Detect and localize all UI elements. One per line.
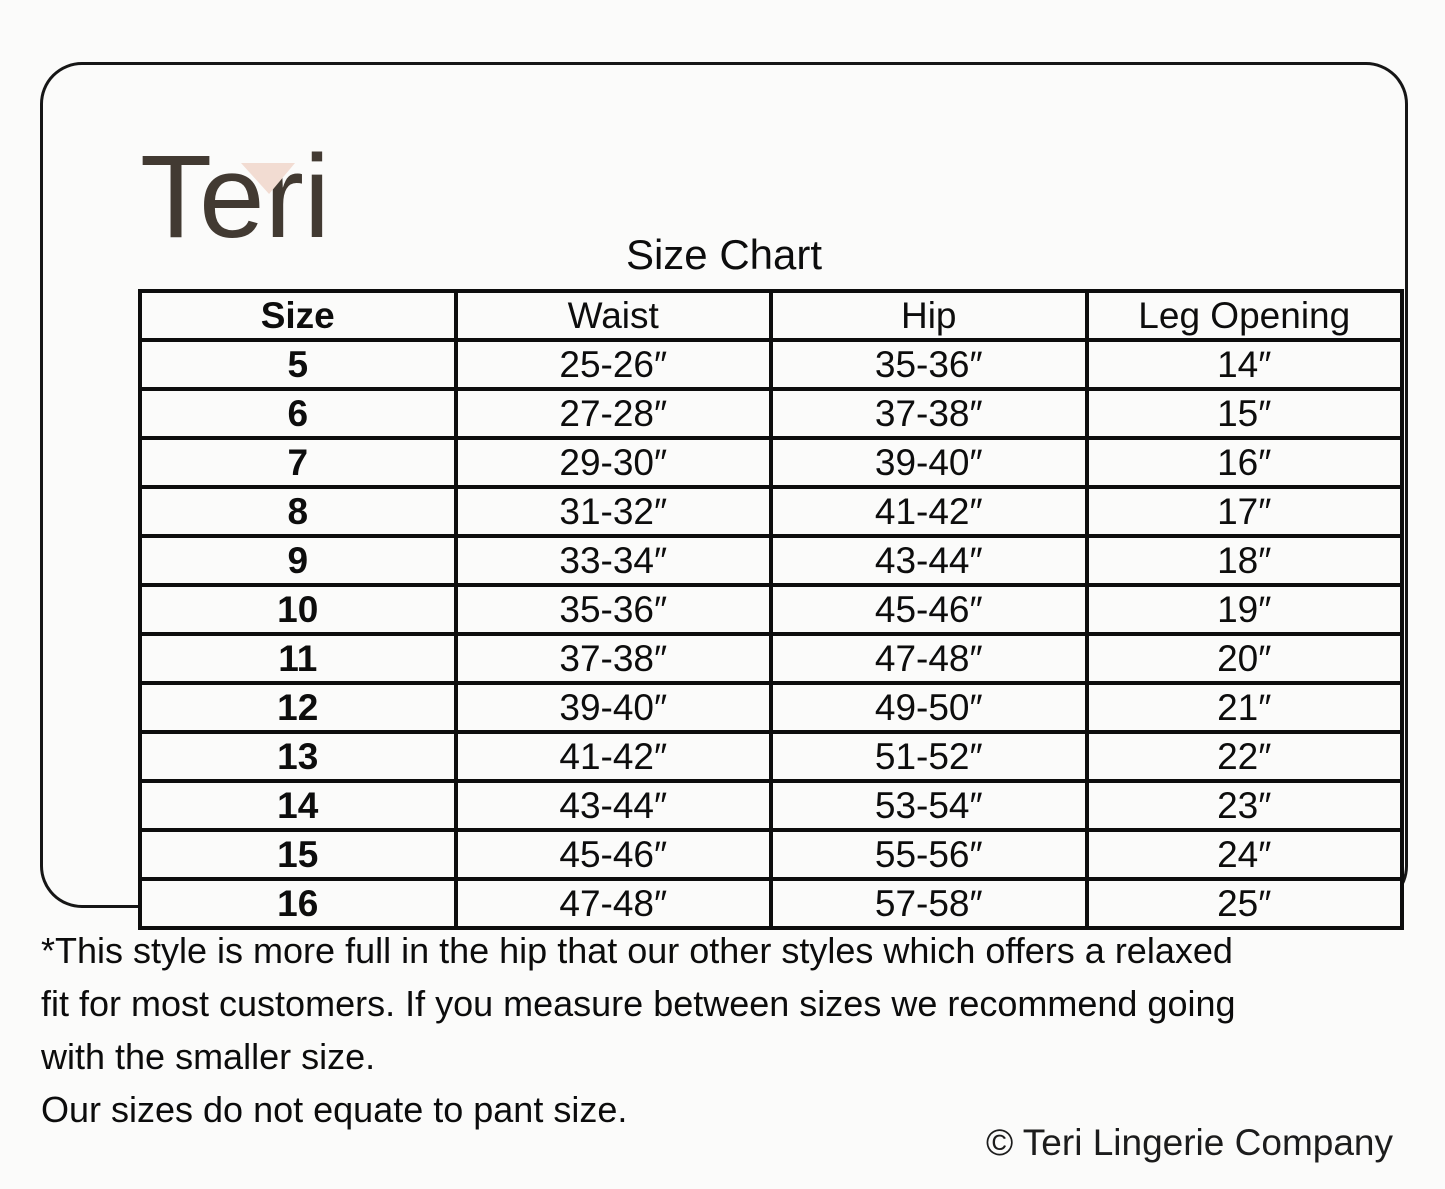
measurement-cell: 45-46″	[453, 828, 773, 881]
measurement-cell: 21″	[1084, 681, 1404, 734]
size-cell: 8	[138, 485, 458, 538]
measurement-cell: 43-44″	[453, 779, 773, 832]
size-cell: 13	[138, 730, 458, 783]
table-row: 12 39-40″ 49-50″ 21″	[138, 681, 1404, 734]
size-cell: 10	[138, 583, 458, 636]
measurement-cell: 53-54″	[769, 779, 1089, 832]
size-cell: 14	[138, 779, 458, 832]
table-row: 14 43-44″ 53-54″ 23″	[138, 779, 1404, 832]
size-cell: 5	[138, 338, 458, 391]
size-cell: 9	[138, 534, 458, 587]
size-cell: 7	[138, 436, 458, 489]
measurement-cell: 24″	[1084, 828, 1404, 881]
measurement-cell: 35-36″	[453, 583, 773, 636]
measurement-cell: 27-28″	[453, 387, 773, 440]
size-cell: 6	[138, 387, 458, 440]
header-waist: Waist	[453, 289, 773, 342]
size-cell: 16	[138, 877, 458, 930]
header-leg-opening: Leg Opening	[1084, 289, 1404, 342]
table-row: 16 47-48″ 57-58″ 25″	[138, 877, 1404, 930]
brand-logo: Teri	[140, 131, 331, 283]
measurement-cell: 37-38″	[769, 387, 1089, 440]
measurement-cell: 20″	[1084, 632, 1404, 685]
brand-logo-text: Teri	[140, 131, 331, 263]
header-size: Size	[138, 289, 458, 342]
measurement-cell: 37-38″	[453, 632, 773, 685]
size-cell: 15	[138, 828, 458, 881]
table-row: 15 45-46″ 55-56″ 24″	[138, 828, 1404, 881]
fit-note-line: with the smaller size.	[41, 1036, 376, 1077]
size-table-body: 5 25-26″ 35-36″ 14″ 6 27-28″ 37-38″ 15″ 7 29-30″ 3…	[138, 338, 1404, 930]
table-row: 6 27-28″ 37-38″ 15″	[138, 387, 1404, 440]
measurement-cell: 39-40″	[769, 436, 1089, 489]
table-row: 8 31-32″ 41-42″ 17″	[138, 485, 1404, 538]
measurement-cell: 45-46″	[769, 583, 1089, 636]
size-table-header: Size Waist Hip Leg Opening	[138, 289, 1404, 342]
measurement-cell: 47-48″	[453, 877, 773, 930]
measurement-cell: 33-34″	[453, 534, 773, 587]
measurement-cell: 43-44″	[769, 534, 1089, 587]
table-row: 11 37-38″ 47-48″ 20″	[138, 632, 1404, 685]
measurement-cell: 55-56″	[769, 828, 1089, 881]
pant-size-note: Our sizes do not equate to pant size.	[41, 1089, 628, 1130]
notes-block: *This style is more full in the hip that…	[41, 924, 1431, 1136]
measurement-cell: 29-30″	[453, 436, 773, 489]
size-cell: 12	[138, 681, 458, 734]
size-chart-card: Teri Size Chart Size Waist Hip Leg Openi…	[40, 62, 1408, 930]
measurement-cell: 23″	[1084, 779, 1404, 832]
chart-title: Size Chart	[625, 231, 823, 278]
size-table: Size Waist Hip Leg Opening 5 25-26″ 35-36″…	[138, 289, 1404, 930]
measurement-cell: 25-26″	[453, 338, 773, 391]
measurement-cell: 17″	[1084, 485, 1404, 538]
measurement-cell: 47-48″	[769, 632, 1089, 685]
table-row: 10 35-36″ 45-46″ 19″	[138, 583, 1404, 636]
measurement-cell: 14″	[1084, 338, 1404, 391]
table-row: 13 41-42″ 51-52″ 22″	[138, 730, 1404, 783]
fit-note-line: *This style is more full in the hip that…	[41, 930, 1233, 971]
table-row: 5 25-26″ 35-36″ 14″	[138, 338, 1404, 391]
fit-note-line: fit for most customers. If you measure b…	[41, 983, 1236, 1024]
header-hip: Hip	[769, 289, 1089, 342]
measurement-cell: 41-42″	[769, 485, 1089, 538]
measurement-cell: 25″	[1084, 877, 1404, 930]
measurement-cell: 18″	[1084, 534, 1404, 587]
measurement-cell: 35-36″	[769, 338, 1089, 391]
measurement-cell: 41-42″	[453, 730, 773, 783]
measurement-cell: 15″	[1084, 387, 1404, 440]
table-row: 7 29-30″ 39-40″ 16″	[138, 436, 1404, 489]
measurement-cell: 57-58″	[769, 877, 1089, 930]
size-cell: 11	[138, 632, 458, 685]
copyright-text: © Teri Lingerie Company	[985, 1122, 1393, 1163]
header-row: Size Waist Hip Leg Opening	[138, 289, 1404, 342]
measurement-cell: 19″	[1084, 583, 1404, 636]
measurement-cell: 39-40″	[453, 681, 773, 734]
measurement-cell: 51-52″	[769, 730, 1089, 783]
table-row: 9 33-34″ 43-44″ 18″	[138, 534, 1404, 587]
measurement-cell: 16″	[1084, 436, 1404, 489]
measurement-cell: 31-32″	[453, 485, 773, 538]
measurement-cell: 22″	[1084, 730, 1404, 783]
measurement-cell: 49-50″	[769, 681, 1089, 734]
